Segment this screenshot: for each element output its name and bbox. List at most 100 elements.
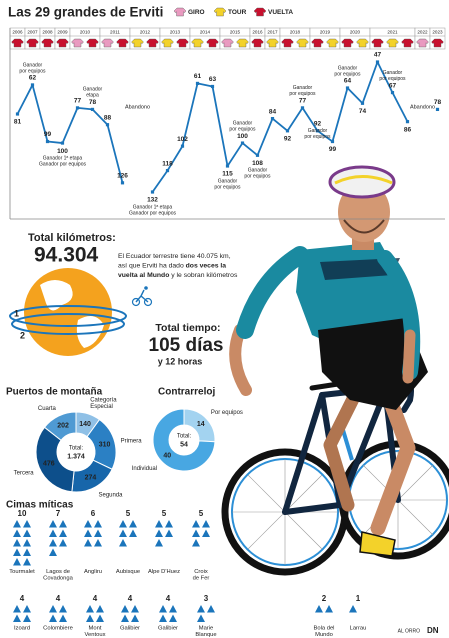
race-jersey bbox=[341, 38, 354, 48]
position-label: 108 bbox=[252, 160, 263, 167]
legend-swatch bbox=[173, 7, 187, 17]
mountain bbox=[197, 614, 205, 622]
position-label: 126 bbox=[117, 173, 128, 180]
mountain bbox=[59, 605, 67, 613]
donut-hole bbox=[58, 434, 94, 470]
count-label: 4 bbox=[56, 594, 61, 603]
mountain bbox=[49, 548, 57, 556]
mountain-group bbox=[159, 605, 177, 622]
time-hours: y 12 horas bbox=[158, 356, 203, 366]
mountain-group bbox=[121, 605, 139, 622]
mountain bbox=[13, 539, 21, 547]
mountain-group bbox=[315, 605, 333, 613]
race-jersey bbox=[296, 38, 309, 48]
annotation: por equipos bbox=[289, 91, 316, 97]
count-label: 10 bbox=[18, 509, 27, 518]
year-label: 2016 bbox=[252, 30, 263, 35]
annotation: Ganador bbox=[308, 128, 328, 134]
section-title: Puertos de montaña bbox=[6, 387, 103, 398]
mountain bbox=[49, 529, 57, 537]
position-marker bbox=[75, 106, 80, 110]
category-label: Croix bbox=[194, 569, 208, 575]
mountain bbox=[13, 548, 21, 556]
mountain bbox=[192, 520, 200, 528]
segment-label: Por equipos bbox=[211, 410, 243, 416]
mountain-group bbox=[13, 605, 31, 622]
mountain-group bbox=[155, 520, 173, 547]
count-label: 1 bbox=[356, 594, 361, 603]
mountain bbox=[13, 614, 21, 622]
total-label: Total: bbox=[69, 446, 84, 452]
position-label: 78 bbox=[89, 99, 97, 106]
position-marker bbox=[255, 153, 260, 157]
note-part: así que Erviti ha dado bbox=[118, 262, 186, 269]
race-jersey bbox=[131, 38, 144, 48]
annotation: Ganador bbox=[383, 70, 403, 76]
year-label: 2017 bbox=[267, 30, 278, 35]
mountain-group bbox=[84, 520, 102, 547]
position-marker bbox=[195, 81, 200, 86]
mountain bbox=[155, 520, 163, 528]
mountain bbox=[84, 539, 92, 547]
mountain bbox=[49, 520, 57, 528]
donut-segment bbox=[43, 411, 77, 441]
position-label: 132 bbox=[147, 197, 158, 204]
position-label: 47 bbox=[374, 52, 382, 59]
position-label: 61 bbox=[194, 73, 202, 80]
position-label: 63 bbox=[209, 76, 217, 83]
position-marker bbox=[405, 120, 410, 124]
position-label: 115 bbox=[222, 171, 233, 178]
position-marker bbox=[285, 129, 290, 133]
legend-label: GIRO bbox=[188, 9, 205, 16]
category-label: Mont bbox=[89, 626, 102, 632]
legend-label: TOUR bbox=[228, 9, 247, 16]
segment-value: 274 bbox=[85, 475, 97, 482]
mountain-group bbox=[13, 520, 31, 566]
count-label: 4 bbox=[166, 594, 171, 603]
year-label: 2019 bbox=[320, 30, 331, 35]
note-part: vuelta al Mundo bbox=[118, 272, 169, 279]
mountain bbox=[13, 520, 21, 528]
orbit-ring bbox=[11, 313, 125, 335]
year-label: 2012 bbox=[140, 30, 151, 35]
position-marker bbox=[45, 139, 50, 144]
count-label: 5 bbox=[162, 509, 167, 518]
race-jersey bbox=[191, 38, 204, 48]
category-label: Marie bbox=[199, 626, 214, 632]
mountain bbox=[23, 614, 31, 622]
logo: DN bbox=[427, 626, 439, 635]
position-marker bbox=[435, 107, 440, 112]
count-label: 3 bbox=[204, 594, 209, 603]
position-marker bbox=[180, 144, 185, 148]
category-label: Colombiere bbox=[43, 626, 73, 632]
mountain-group bbox=[49, 605, 67, 622]
mountain bbox=[59, 539, 67, 547]
mountain bbox=[13, 529, 21, 537]
orbit-label: 1 bbox=[14, 308, 19, 318]
annotation: Ganador bbox=[23, 62, 43, 68]
mountain bbox=[119, 539, 127, 547]
annotation: por equipos bbox=[214, 184, 241, 190]
distance-title: Total kilómetros: bbox=[28, 232, 116, 244]
race-jersey bbox=[356, 38, 369, 48]
count-label: 5 bbox=[126, 509, 131, 518]
credit: AL ORRO bbox=[398, 628, 420, 634]
legend-swatch bbox=[253, 7, 267, 17]
race-jersey bbox=[401, 38, 414, 48]
position-marker bbox=[15, 112, 20, 116]
year-label: 2021 bbox=[387, 30, 398, 35]
globe-continent bbox=[40, 280, 104, 348]
year-label: 2015 bbox=[230, 30, 241, 35]
helmet-stripe bbox=[334, 175, 393, 185]
position-marker bbox=[60, 141, 65, 145]
mountain bbox=[202, 529, 210, 537]
annotation: Ganador bbox=[218, 178, 238, 184]
mountain bbox=[207, 605, 215, 613]
left-sleeve bbox=[236, 246, 309, 339]
position-label: 118 bbox=[162, 160, 173, 167]
helmet bbox=[328, 165, 396, 199]
position-marker bbox=[120, 181, 125, 185]
category-label: Angliru bbox=[84, 569, 102, 575]
legend-label: VUELTA bbox=[268, 9, 293, 16]
